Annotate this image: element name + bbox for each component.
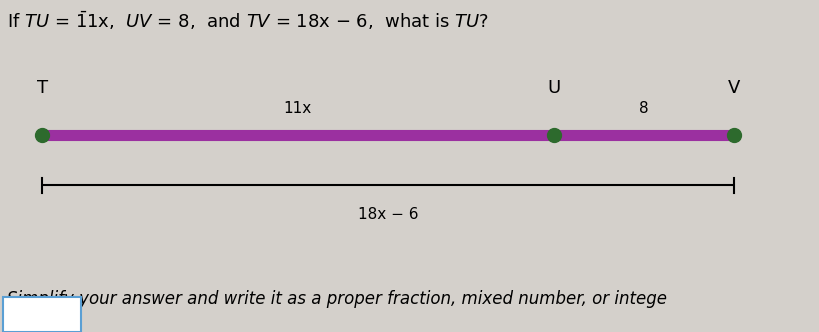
Point [35, 132, 48, 138]
Text: If $\mathit{TU}$ = $\mathit{\bar{1}}$1x,  $\mathit{UV}$ = 8,  and $\mathit{TV}$ : If $\mathit{TU}$ = $\mathit{\bar{1}}$1x,… [7, 9, 488, 32]
Text: T: T [37, 79, 48, 97]
Text: 11x: 11x [283, 101, 311, 116]
Text: 18x − 6: 18x − 6 [358, 208, 418, 222]
Text: Simplify your answer and write it as a proper fraction, mixed number, or intege: Simplify your answer and write it as a p… [7, 290, 666, 308]
Text: V: V [727, 79, 740, 97]
Text: U: U [546, 79, 559, 97]
Point [727, 132, 740, 138]
Text: 8: 8 [638, 101, 648, 116]
Point [546, 132, 559, 138]
FancyBboxPatch shape [2, 297, 81, 332]
